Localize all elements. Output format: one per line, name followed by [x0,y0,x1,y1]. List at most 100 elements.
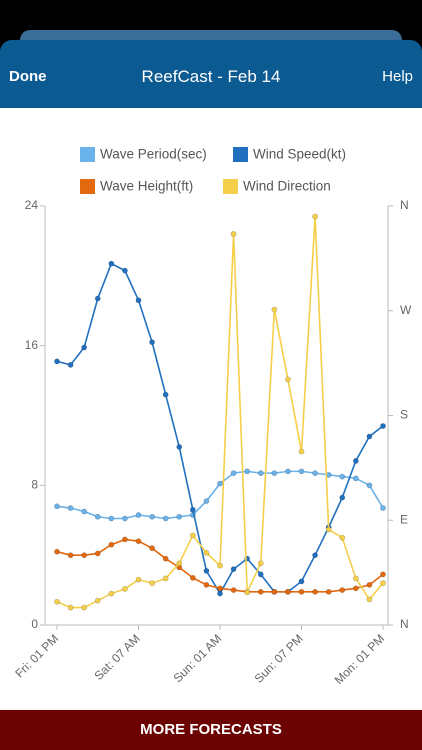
data-point [189,532,196,539]
data-point [230,231,237,237]
data-point [285,376,291,383]
data-point [149,339,155,346]
data-point [162,515,169,522]
data-point [298,468,305,475]
series-line [56,262,384,596]
x-tick-label: Sun: 07 PM [252,631,306,685]
data-point [312,470,318,477]
data-point [217,590,223,597]
data-point [135,538,142,545]
data-point [135,512,142,518]
content: 0 8 16 24 N E S W N Fri: 01 PM Sat: 07 AM Sun: 01 A… [0,108,422,710]
legend-swatch [80,147,95,162]
data-point [312,588,318,595]
data-point [257,571,264,578]
legend-swatch [223,179,238,194]
data-point [122,267,128,274]
data-point [67,361,74,368]
data-point [230,587,237,593]
data-point [149,580,155,586]
legend-label: Wave Height(ft) [100,179,193,194]
done-button[interactable]: Done [9,68,47,85]
data-point [135,297,142,304]
data-point [122,515,128,522]
data-point [54,598,60,605]
data-point [122,586,128,592]
data-point [366,433,373,440]
y2-tick-label: N [400,617,409,631]
data-point [271,306,278,313]
data-point [162,555,169,562]
data-point [366,482,373,489]
y2-tick-label: N [400,198,409,212]
data-point [81,604,88,611]
legend-label: Wind Speed(kt) [253,147,346,162]
data-point [189,506,196,513]
data-point [217,562,223,569]
data-point [81,344,88,351]
data-point [380,505,386,511]
y-tick-label: 24 [25,198,39,212]
data-point [257,470,264,477]
x-tick-label: Sat: 07 AM [91,631,142,682]
data-point [271,588,278,595]
data-point [217,480,223,487]
data-point [244,468,251,475]
data-point [108,515,115,522]
x-tick-label: Mon: 01 PM [332,631,388,687]
help-button[interactable]: Help [382,68,413,85]
y-tick-label: 0 [31,617,38,631]
data-point [244,589,251,596]
data-point [54,358,60,365]
data-point [325,588,332,595]
nav-title: ReefCast - Feb 14 [141,67,281,86]
data-point [162,391,169,398]
data-point [108,260,115,267]
data-point [203,567,210,574]
data-point [352,585,359,592]
data-point [149,545,155,552]
x-tick-label: Sun: 01 AM [171,631,225,685]
data-point [54,503,60,510]
data-point [366,596,373,603]
legend-label: Wind Direction [243,179,331,194]
data-point [380,580,386,586]
chart: 0 8 16 24 N E S W N Fri: 01 PM Sat: 07 AM Sun: 01 A… [12,147,412,688]
data-point [380,423,386,429]
series-line [56,470,384,520]
more-forecasts-button[interactable]: MORE FORECASTS [0,710,422,750]
data-point [285,588,291,595]
data-point [81,552,88,559]
data-point [217,585,223,592]
data-point [162,575,169,582]
data-point [230,566,237,573]
data-point [108,541,115,548]
data-point [339,473,346,480]
legend-swatch [80,179,95,194]
data-point [312,552,318,559]
data-point [271,470,278,477]
data-point [298,588,305,595]
data-point [81,508,88,515]
data-point [94,295,101,302]
data-point [366,581,373,588]
y2-tick-label: E [400,512,408,526]
data-point [203,581,210,588]
data-point [122,536,128,543]
data-point [54,548,60,555]
data-point [94,597,101,604]
data-point [189,574,196,581]
data-point [203,498,210,504]
y2-tick-label: S [400,408,408,422]
data-point [176,560,183,567]
data-point [257,560,264,567]
y2-tick-label: W [400,303,412,317]
data-point [94,550,101,557]
data-point [67,604,74,611]
data-point [298,578,305,585]
data-point [285,468,291,475]
y-tick-label: 8 [31,478,38,492]
data-point [339,534,346,541]
x-tick-label: Fri: 01 PM [12,631,61,680]
